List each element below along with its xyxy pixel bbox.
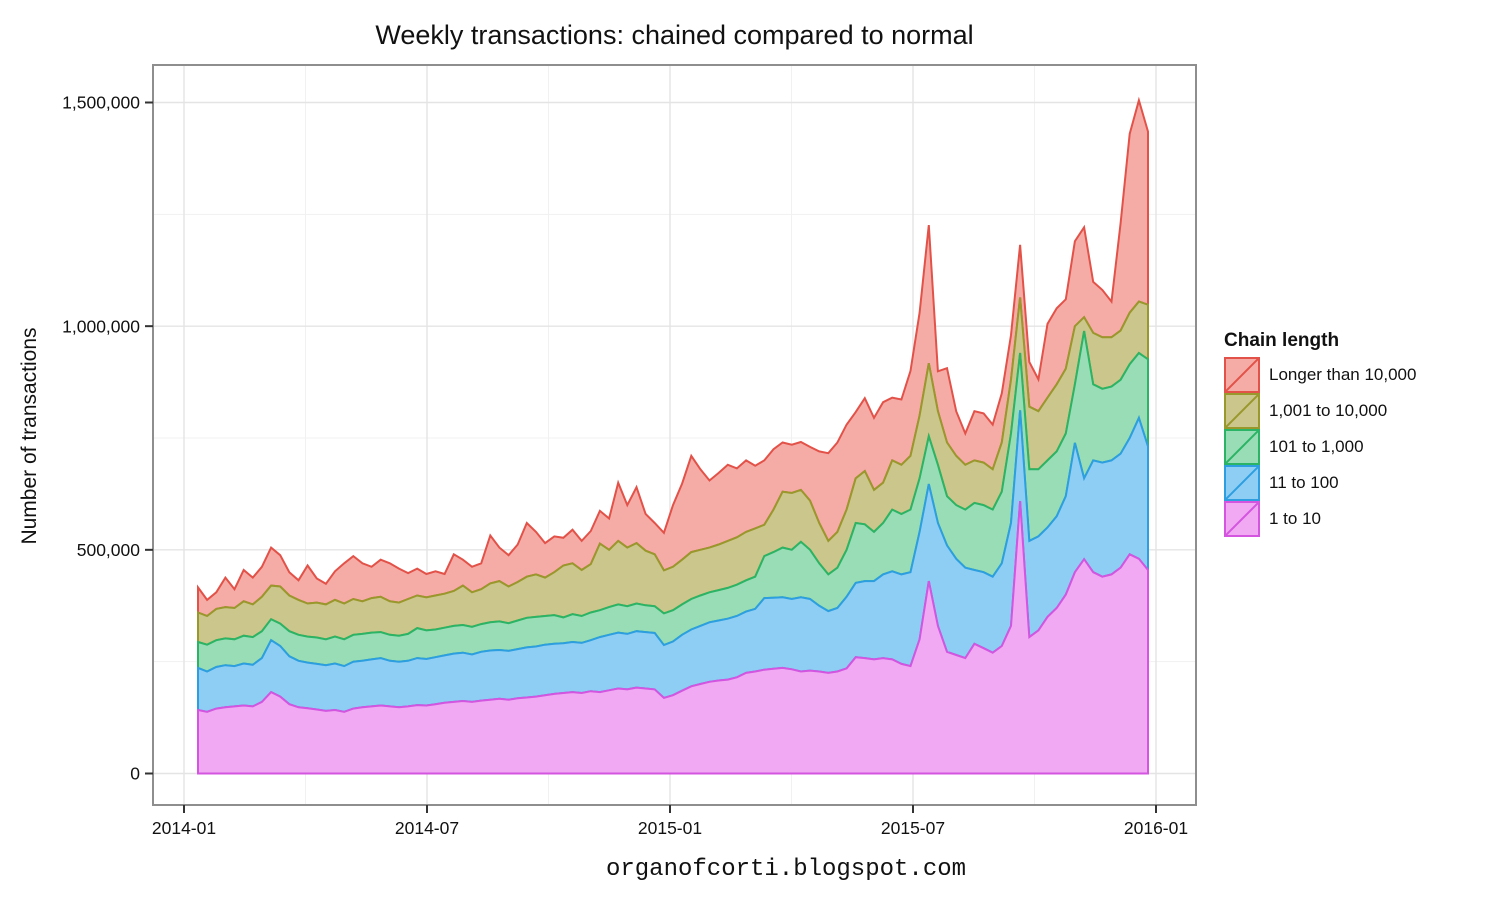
legend-swatch-icon: [1224, 393, 1260, 429]
y-axis-title: Number of transactions: [18, 327, 41, 545]
legend-item-2: 101 to 1,000: [1224, 429, 1416, 465]
y-tick-label: 500,000: [77, 540, 141, 560]
y-tick-label: 0: [130, 764, 140, 784]
y-tick-label: 1,500,000: [62, 93, 140, 113]
y-tick-label: 1,000,000: [62, 316, 140, 336]
caption-url: organofcorti.blogspot.com: [605, 856, 967, 883]
legend-title: Chain length: [1224, 330, 1340, 351]
legend-item-label: 101 to 1,000: [1269, 437, 1364, 456]
x-tick-label: 2014-07: [395, 818, 459, 838]
legend-item-label: 1,001 to 10,000: [1269, 401, 1388, 420]
legend-swatch-icon: [1224, 465, 1260, 501]
x-tick-label: 2014-01: [152, 818, 216, 838]
legend-item-label: 1 to 10: [1269, 509, 1321, 528]
area-band-1-to-10: [197, 501, 1149, 775]
x-tick-label: 2015-07: [881, 818, 945, 838]
x-tick-label: 2015-01: [638, 818, 702, 838]
chart-title: Weekly transactions: chained compared to…: [375, 20, 974, 50]
legend-item-0: Longer than 10,000: [1224, 357, 1416, 393]
panel-border: [152, 64, 1197, 806]
legend-swatch-icon: [1224, 357, 1260, 393]
legend-swatch-icon: [1224, 501, 1260, 537]
legend-item-1: 1,001 to 10,000: [1224, 393, 1416, 429]
legend-swatch-icon: [1224, 429, 1260, 465]
legend-item-label: Longer than 10,000: [1269, 365, 1417, 384]
legend: Chain length Longer than 10,000 1,001 to …: [1224, 330, 1416, 537]
legend-item-3: 11 to 100: [1224, 465, 1416, 501]
legend-item-label: 11 to 100: [1269, 473, 1339, 492]
x-tick-label: 2016-01: [1124, 818, 1188, 838]
legend-item-4: 1 to 10: [1224, 501, 1416, 537]
